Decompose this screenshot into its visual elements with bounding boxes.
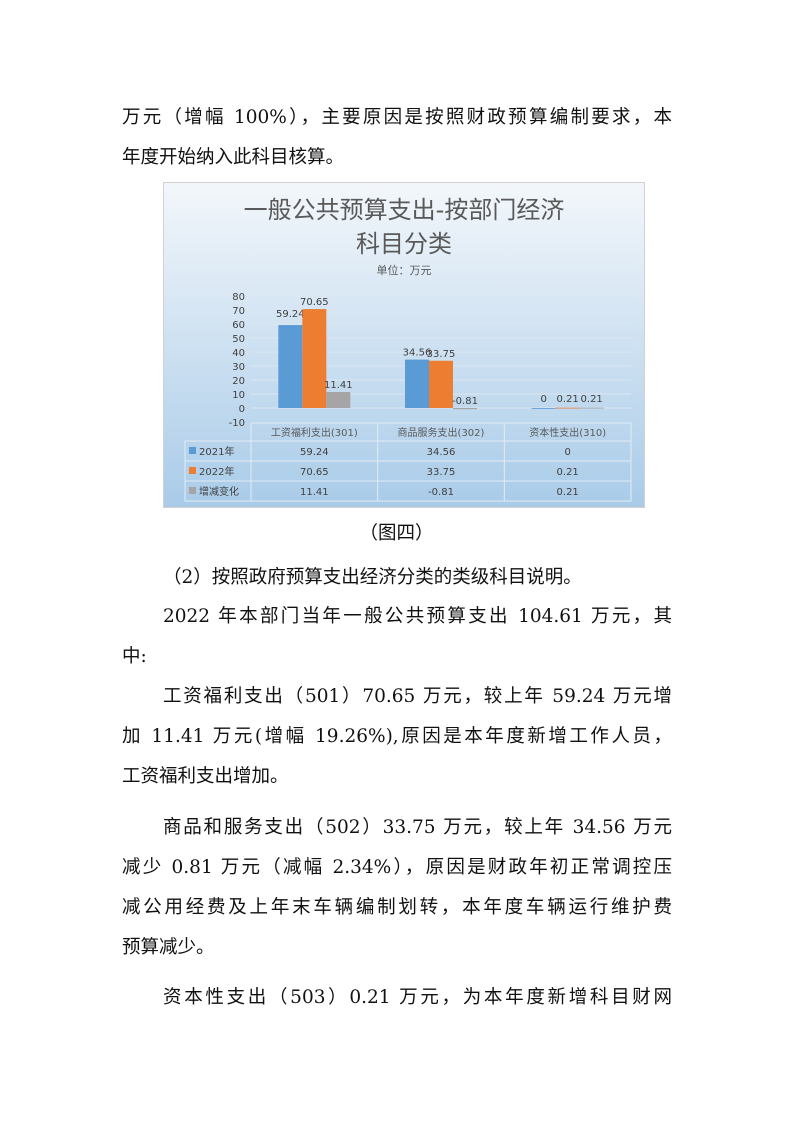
bar-1-2 — [405, 359, 429, 408]
text-line: 减公用经费及上年末车辆编制划转，本年度车辆运行维护费 — [122, 897, 672, 918]
data-label: -0.81 — [452, 396, 478, 407]
legend-label: 2021年 — [199, 445, 234, 458]
text-line: 工资福利支出增加。 — [122, 766, 289, 787]
text-line: 减少 0.81 万元（减幅 2.34%），原因是财政年初正常调控压 — [122, 857, 672, 878]
data-label: 0.21 — [557, 394, 579, 405]
y-tick-label: 80 — [232, 292, 245, 303]
figure-caption: （图四） — [359, 523, 434, 544]
bar-2-2 — [429, 360, 453, 408]
table-row — [184, 480, 632, 502]
chart-title-line1: 一般公共预算支出-按部门经济 — [244, 196, 565, 224]
text-line: 中: — [122, 646, 147, 667]
bar-chart: 一般公共预算支出-按部门经济 科目分类 单位：万元 80 70 60 50 40 30 20… — [163, 182, 645, 508]
text-line: 2022 年本部门当年一般公共预算支出 104.61 万元，其 — [163, 606, 672, 627]
chart-title-line2: 科目分类 — [356, 230, 452, 258]
category-label: 商品服务支出(302) — [398, 426, 485, 439]
text-line: 预算减少。 — [122, 937, 215, 958]
chart-subtitle: 单位：万元 — [377, 263, 432, 277]
bar-1-1 — [278, 325, 303, 408]
y-tick-label: 60 — [232, 320, 245, 331]
bar-3-1 — [326, 392, 351, 408]
y-tick-label: 30 — [232, 362, 245, 373]
table-cell: 33.75 — [427, 467, 456, 478]
bar-2-3 — [555, 407, 580, 409]
y-tick-label: 50 — [232, 334, 245, 345]
table-cell: 59.24 — [300, 447, 329, 458]
bar-3-2 — [453, 408, 477, 410]
y-tick-label: 70 — [232, 306, 245, 317]
table-cell: 0 — [564, 447, 570, 458]
y-tick-label: 20 — [232, 376, 245, 387]
bar-2-1 — [302, 309, 327, 408]
y-tick-label: -10 — [229, 418, 245, 429]
legend-key — [189, 467, 196, 474]
bar-3-3 — [579, 407, 604, 409]
text-line: 资本性支出（503）0.21 万元，为本年度新增科目财网 — [163, 987, 672, 1008]
text-line: 商品和服务支出（502）33.75 万元，较上年 34.56 万元 — [163, 817, 672, 838]
legend-key — [189, 447, 196, 454]
data-label: 0 — [540, 394, 546, 405]
data-label: 33.75 — [427, 349, 456, 360]
y-tick-label: 40 — [232, 348, 245, 359]
table-cell: 11.41 — [300, 487, 329, 498]
data-label: 0.21 — [581, 394, 603, 405]
table-cell: 34.56 — [427, 447, 456, 458]
table-cell: -0.81 — [428, 487, 454, 498]
legend-key — [189, 487, 196, 494]
chart-background — [163, 182, 645, 508]
text-line: （2）按照政府预算支出经济分类的类级科目说明。 — [163, 567, 582, 588]
text-line: 工资福利支出（501）70.65 万元，较上年 59.24 万元增 — [163, 686, 672, 707]
bar-1-3 — [531, 408, 556, 409]
table-cell: 0.21 — [557, 487, 579, 498]
data-label: 34.56 — [403, 348, 432, 359]
data-label: 11.41 — [324, 380, 353, 391]
legend-label: 增减变化 — [199, 485, 239, 498]
category-label: 工资福利支出(301) — [271, 426, 358, 439]
text-line: 加 11.41 万元(增幅 19.26%),原因是本年度新增工作人员， — [122, 726, 672, 747]
y-tick-label: 10 — [232, 390, 245, 401]
table-cell: 70.65 — [300, 467, 329, 478]
category-label: 资本性支出(310) — [529, 426, 606, 439]
data-label: 70.65 — [300, 297, 329, 308]
text-line: 万元（增幅 100%），主要原因是按照财政预算编制要求，本 — [122, 107, 672, 128]
table-cell: 0.21 — [557, 467, 579, 478]
y-tick-label: 0 — [239, 404, 245, 415]
data-label: 59.24 — [276, 309, 305, 320]
text-line: 年度开始纳入此科目核算。 — [122, 147, 345, 168]
legend-label: 2022年 — [199, 465, 234, 478]
